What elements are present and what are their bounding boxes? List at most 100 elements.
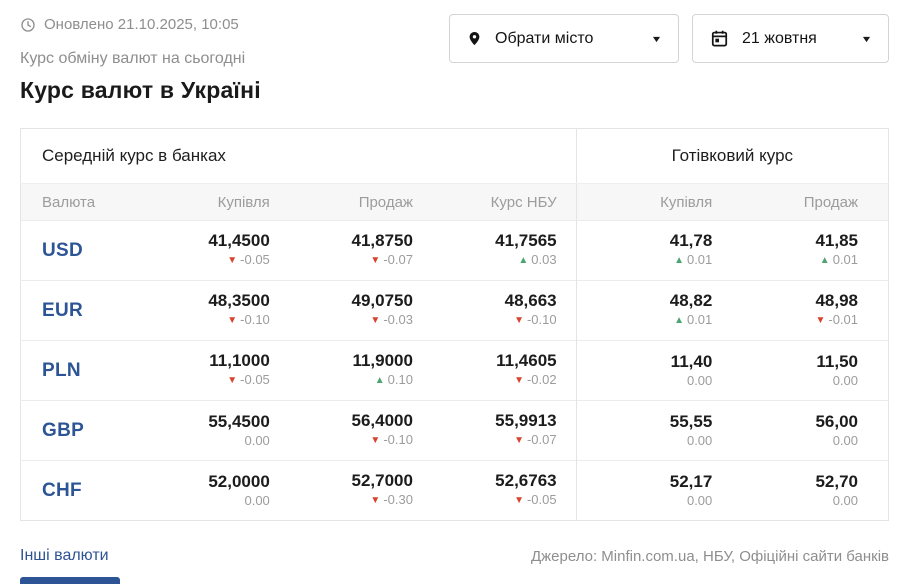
change-value: 0.00	[686, 433, 713, 448]
change-value: -0.10	[240, 312, 270, 327]
rate-value: 48,663	[504, 291, 557, 310]
rate-cell: 48,3500 ▼ -0.10	[135, 280, 289, 341]
trend-arrow-icon: ▲	[518, 255, 529, 266]
rate-value: 11,50	[816, 352, 858, 371]
date-selector-label: 21 жовтня	[742, 29, 817, 47]
currency-code-link[interactable]: EUR	[42, 299, 84, 321]
bottom-partial-button[interactable]	[20, 577, 120, 584]
column-header-nbu: Курс НБУ	[431, 183, 577, 221]
rate-change: ▲ 0.01	[731, 252, 858, 270]
header-left: Оновлено 21.10.2025, 10:05 Курс обміну в…	[20, 14, 261, 104]
rate-value: 11,1000	[209, 351, 270, 370]
column-header-row: Валюта Купівля Продаж Курс НБУ Купівля П…	[20, 183, 889, 221]
page-title: Курс валют в Україні	[20, 77, 261, 103]
change-value: 0.03	[531, 252, 557, 267]
trend-arrow-icon: ▲	[674, 255, 684, 266]
trend-arrow-icon: ▼	[514, 435, 524, 446]
rate-value: 52,17	[669, 472, 713, 491]
rate-cell: 41,7565 ▲ 0.03	[431, 220, 577, 281]
trend-arrow-icon: ▼	[815, 315, 826, 326]
rate-cell: 52,6763 ▼ -0.05	[431, 460, 577, 521]
rate-change: 0.00	[577, 493, 712, 509]
rate-change: ▼ -0.30	[289, 492, 413, 510]
change-value: -0.05	[526, 492, 557, 507]
chevron-down-icon: ▼	[860, 33, 873, 44]
currency-code-link[interactable]: PLN	[42, 359, 81, 381]
rate-value: 41,4500	[208, 231, 270, 250]
rate-change: ▼ -0.07	[432, 432, 557, 450]
rate-cell: 55,55 0.00	[575, 400, 732, 461]
rate-value: 41,85	[815, 231, 858, 250]
rate-cell: 52,0000 0.00	[135, 460, 289, 521]
rate-value: 52,70	[815, 472, 858, 491]
rate-cell: 56,00 0.00	[731, 400, 889, 461]
change-value: -0.05	[240, 372, 270, 387]
rate-change: ▼ -0.05	[136, 372, 270, 390]
change-value: -0.07	[526, 432, 557, 447]
source-attribution: Джерело: Minfin.com.ua, НБУ, Офіційні са…	[530, 547, 889, 565]
trend-arrow-icon: ▼	[370, 435, 381, 446]
page-subtitle: Курс обміну валют на сьогодні	[20, 50, 246, 67]
rate-change: ▼ -0.10	[432, 312, 557, 330]
city-selector-dropdown[interactable]: Обрати місто ▼	[449, 14, 679, 63]
location-pin-icon	[467, 29, 482, 48]
rate-change: ▼ -0.07	[289, 252, 413, 270]
rate-value: 56,4000	[351, 411, 413, 430]
currency-row[interactable]: USD 41,4500 ▼ -0.05 41,8750 ▼ -0.07 41,756…	[20, 220, 889, 281]
banks-group-header: Середній курс в банках	[20, 128, 577, 184]
trend-arrow-icon: ▼	[370, 495, 381, 506]
calendar-icon	[710, 29, 729, 48]
date-selector-dropdown[interactable]: 21 жовтня ▼	[692, 14, 889, 63]
rate-value: 55,4500	[208, 412, 270, 431]
currency-row[interactable]: EUR 48,3500 ▼ -0.10 49,0750 ▼ -0.03 48,663…	[20, 280, 889, 341]
rate-change: ▼ -0.10	[289, 432, 413, 450]
currency-page: Оновлено 21.10.2025, 10:05 Курс обміну в…	[20, 14, 889, 565]
change-value: 0.00	[832, 493, 858, 508]
trend-arrow-icon: ▼	[227, 255, 238, 266]
change-value: 0.00	[832, 373, 858, 388]
rate-cell: 55,4500 0.00	[135, 400, 289, 461]
trend-arrow-icon: ▲	[674, 315, 684, 326]
currency-code-link[interactable]: GBP	[42, 419, 85, 441]
rate-value: 11,4605	[496, 351, 557, 370]
trend-arrow-icon: ▼	[514, 375, 524, 386]
change-value: -0.02	[526, 372, 557, 387]
updated-timestamp: Оновлено 21.10.2025, 10:05	[20, 16, 261, 33]
currency-row[interactable]: PLN 11,1000 ▼ -0.05 11,9000 ▲ 0.10 11,4605…	[20, 340, 889, 401]
change-value: -0.03	[383, 312, 413, 327]
rate-cell: 41,4500 ▼ -0.05	[135, 220, 289, 281]
rate-value: 41,7565	[495, 231, 557, 250]
rate-value: 52,6763	[495, 471, 557, 490]
column-header-buy: Купівля	[135, 183, 289, 221]
rates-table-body: USD 41,4500 ▼ -0.05 41,8750 ▼ -0.07 41,756…	[20, 220, 889, 521]
rate-value: 49,0750	[351, 291, 413, 310]
group-header-row: Середній курс в банках Готівковий курс	[20, 128, 889, 184]
rates-table: Середній курс в банках Готівковий курс В…	[20, 128, 889, 521]
rate-value: 41,8750	[351, 231, 413, 250]
change-value: 0.00	[832, 433, 858, 448]
currency-row[interactable]: CHF 52,0000 0.00 52,7000 ▼ -0.30 52,6763 …	[20, 460, 889, 521]
chevron-down-icon: ▼	[650, 33, 663, 44]
rate-value: 55,9913	[495, 411, 557, 430]
currency-code-link[interactable]: USD	[42, 239, 84, 261]
rate-cell: 11,50 0.00	[731, 340, 889, 401]
rate-cell: 49,0750 ▼ -0.03	[288, 280, 432, 341]
rate-change: ▼ -0.01	[731, 312, 858, 330]
updated-text: Оновлено 21.10.2025, 10:05	[44, 16, 239, 33]
rate-cell: 48,98 ▼ -0.01	[731, 280, 889, 341]
change-value: 0.01	[686, 312, 713, 327]
trend-arrow-icon: ▼	[370, 315, 381, 326]
rate-change: ▲ 0.03	[432, 252, 557, 270]
rate-cell: 41,8750 ▼ -0.07	[288, 220, 432, 281]
rate-change: ▼ -0.10	[136, 312, 270, 330]
rate-change: ▼ -0.05	[136, 252, 270, 270]
rate-cell: 52,70 0.00	[731, 460, 889, 521]
rate-change: ▲ 0.01	[577, 252, 712, 270]
other-currencies-link[interactable]: Інші валюти	[20, 547, 109, 564]
rate-change: 0.00	[731, 433, 858, 449]
currency-row[interactable]: GBP 55,4500 0.00 56,4000 ▼ -0.10 55,9913 …	[20, 400, 889, 461]
rate-cell: 11,40 0.00	[575, 340, 732, 401]
rate-change: 0.00	[731, 373, 858, 389]
rate-change: 0.00	[577, 433, 713, 449]
currency-code-link[interactable]: CHF	[42, 479, 82, 501]
